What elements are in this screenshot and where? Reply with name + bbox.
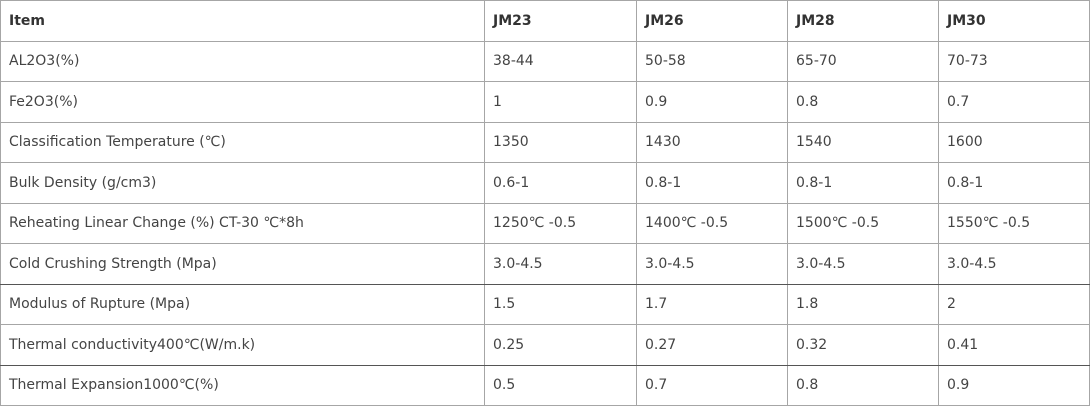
cell: 1350 <box>484 121 637 163</box>
cell: 3.0-4.5 <box>938 243 1090 285</box>
table-row: Thermal Expansion1000℃(%) 0.5 0.7 0.8 0.9 <box>0 364 1090 406</box>
cell: 0.27 <box>636 324 788 366</box>
cell: 0.6-1 <box>484 162 637 204</box>
cell: 0.8-1 <box>938 162 1090 204</box>
cell: 0.7 <box>938 81 1090 123</box>
row-label: Classification Temperature (℃) <box>0 121 485 163</box>
cell: 1540 <box>787 121 939 163</box>
cell: 1.8 <box>787 283 939 325</box>
row-label: Thermal conductivity400℃(W/m.k) <box>0 324 485 366</box>
table-row: Thermal conductivity400℃(W/m.k) 0.25 0.27 0… <box>0 324 1090 366</box>
cell: 1 <box>484 81 637 123</box>
cell: 0.9 <box>938 364 1090 406</box>
row-label: Bulk Density (g/cm3) <box>0 162 485 204</box>
cell: 1500℃ -0.5 <box>787 202 939 244</box>
cell: 70-73 <box>938 40 1090 82</box>
header-cell: JM30 <box>938 0 1090 42</box>
table-row: Fe2O3(%) 1 0.9 0.8 0.7 <box>0 81 1090 123</box>
header-cell: JM26 <box>636 0 788 42</box>
cell: 0.7 <box>636 364 788 406</box>
cell: 0.5 <box>484 364 637 406</box>
cell: 50-58 <box>636 40 788 82</box>
cell: 65-70 <box>787 40 939 82</box>
table-row: Bulk Density (g/cm3) 0.6-1 0.8-1 0.8-1 0.8-1 <box>0 162 1090 204</box>
cell: 0.32 <box>787 324 939 366</box>
cell: 0.8 <box>787 81 939 123</box>
cell: 2 <box>938 283 1090 325</box>
cell: 1400℃ -0.5 <box>636 202 788 244</box>
table-head: Item JM23 JM26 JM28 JM30 <box>0 0 1090 42</box>
cell: 3.0-4.5 <box>787 243 939 285</box>
cell: 0.9 <box>636 81 788 123</box>
table-row: AL2O3(%) 38-44 50-58 65-70 70-73 <box>0 40 1090 82</box>
spec-table: Item JM23 JM26 JM28 JM30 AL2O3(%) 38-44 50-58 65… <box>0 0 1090 406</box>
cell: 1600 <box>938 121 1090 163</box>
cell: 1430 <box>636 121 788 163</box>
cell: 0.25 <box>484 324 637 366</box>
cell: 0.8 <box>787 364 939 406</box>
row-label: Modulus of Rupture (Mpa) <box>0 283 485 325</box>
table-body: AL2O3(%) 38-44 50-58 65-70 70-73 Fe2O3(%) 1 0.9… <box>0 40 1090 406</box>
table-row: Cold Crushing Strength (Mpa) 3.0-4.5 3.0-4… <box>0 243 1090 285</box>
row-label: Cold Crushing Strength (Mpa) <box>0 243 485 285</box>
table-row: Reheating Linear Change (%) CT-30 ℃*8h 12… <box>0 202 1090 244</box>
row-label: Thermal Expansion1000℃(%) <box>0 364 485 406</box>
row-label: Fe2O3(%) <box>0 81 485 123</box>
cell: 38-44 <box>484 40 637 82</box>
row-label: AL2O3(%) <box>0 40 485 82</box>
cell: 1250℃ -0.5 <box>484 202 637 244</box>
header-cell: Item <box>0 0 485 42</box>
table-row: Modulus of Rupture (Mpa) 1.5 1.7 1.8 2 <box>0 283 1090 325</box>
header-row: Item JM23 JM26 JM28 JM30 <box>0 0 1090 42</box>
table-row: Classification Temperature (℃) 1350 1430 15… <box>0 121 1090 163</box>
header-cell: JM23 <box>484 0 637 42</box>
cell: 0.8-1 <box>636 162 788 204</box>
cell: 3.0-4.5 <box>484 243 637 285</box>
cell: 1550℃ -0.5 <box>938 202 1090 244</box>
row-label: Reheating Linear Change (%) CT-30 ℃*8h <box>0 202 485 244</box>
cell: 0.8-1 <box>787 162 939 204</box>
cell: 1.7 <box>636 283 788 325</box>
header-cell: JM28 <box>787 0 939 42</box>
cell: 3.0-4.5 <box>636 243 788 285</box>
cell: 0.41 <box>938 324 1090 366</box>
cell: 1.5 <box>484 283 637 325</box>
